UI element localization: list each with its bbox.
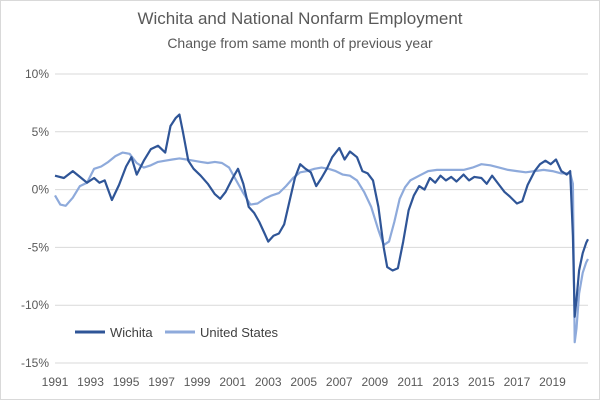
series-line-wichita: [54, 113, 589, 318]
x-tick-label: 2005: [290, 375, 317, 389]
x-tick-label: 2011: [397, 375, 423, 389]
x-tick-label: 2017: [504, 375, 531, 389]
chart-title: Wichita and National Nonfarm Employment: [137, 9, 463, 28]
series-lines: [54, 113, 589, 344]
x-tick-label: 1991: [42, 375, 69, 389]
x-tick-label: 1995: [113, 375, 140, 389]
x-axis-ticks: 1991 1993 1995 1997 1999 2001 2003 2005 2007 2009…: [42, 375, 566, 389]
x-tick-label: 1993: [77, 375, 104, 389]
legend: Wichita United States: [75, 325, 279, 340]
y-axis-ticks: 10% 5% 0% -5% -10% -15%: [21, 67, 49, 370]
x-tick-label: 2009: [361, 375, 388, 389]
x-tick-label: 2001: [219, 375, 246, 389]
x-tick-label: 1997: [148, 375, 175, 389]
x-tick-label: 2019: [539, 375, 566, 389]
y-tick-label: 5%: [32, 125, 50, 139]
x-tick-label: 2013: [433, 375, 460, 389]
y-tick-label: 10%: [25, 67, 49, 81]
y-tick-label: 0%: [32, 183, 50, 197]
x-tick-label: 2007: [326, 375, 353, 389]
y-tick-label: -10%: [21, 298, 49, 312]
x-tick-label: 1999: [184, 375, 211, 389]
legend-label: Wichita: [110, 325, 153, 340]
series-line-united-states: [54, 151, 589, 344]
y-tick-label: -15%: [21, 356, 49, 370]
chart-subtitle: Change from same month of previous year: [167, 35, 433, 51]
x-tick-label: 2015: [468, 375, 495, 389]
y-tick-label: -5%: [28, 240, 50, 254]
gridlines: [55, 73, 588, 364]
x-tick-label: 2003: [255, 375, 282, 389]
legend-label: United States: [200, 325, 279, 340]
